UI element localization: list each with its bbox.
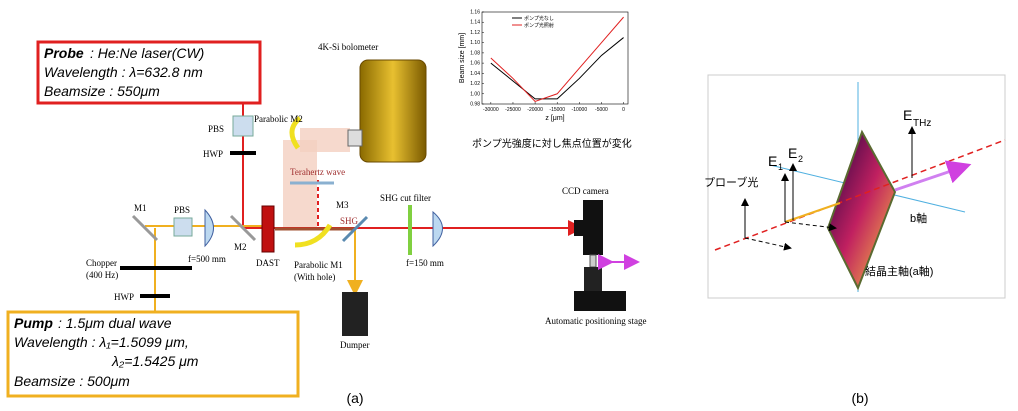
x-tick-label: -20000	[527, 107, 543, 113]
label: (With hole)	[294, 272, 335, 282]
label: DAST	[256, 258, 280, 268]
y-tick-label: 1.00	[470, 91, 480, 97]
x-axis-label: z [μm]	[545, 115, 564, 122]
y-tick-label: 1.06	[470, 61, 480, 67]
x-tick-label: 0	[622, 107, 625, 113]
label: M2	[234, 242, 247, 252]
lens	[433, 212, 443, 246]
label: PBS	[208, 124, 224, 134]
y-tick-label: 1.12	[470, 30, 480, 36]
label: 1	[778, 162, 783, 172]
caption: (b)	[851, 390, 868, 406]
y-axis-label: Beam size [mm]	[459, 33, 466, 83]
x-tick-label: -10000	[572, 107, 588, 113]
label: Dumper	[340, 340, 370, 350]
ccd	[583, 200, 603, 255]
label: PBS	[174, 205, 190, 215]
label: f=150 mm	[406, 258, 444, 268]
lens	[205, 210, 214, 246]
probe-text: : He:Ne laser(CW)	[90, 45, 204, 61]
stage-post	[590, 255, 596, 267]
x-tick-label: -5000	[595, 107, 608, 113]
label: M3	[336, 200, 349, 210]
figure: Probe : He:Ne laser(CW) Wavelength : λ=6…	[0, 0, 1018, 411]
label: E	[768, 153, 777, 169]
label: E	[903, 107, 912, 123]
inset-caption: ポンプ光強度に対し焦点位置が変化	[472, 137, 632, 150]
pump-title: Pump	[14, 315, 53, 331]
label: SHG	[340, 216, 359, 226]
ccd	[574, 220, 584, 236]
label: b軸	[910, 211, 927, 225]
probe-text: Wavelength : λ=632.8 nm	[44, 64, 203, 80]
bolometer	[360, 60, 426, 162]
x-tick-label: -25000	[505, 107, 521, 113]
y-tick-label: 1.02	[470, 81, 480, 87]
label: 2	[798, 154, 803, 164]
bolometer-window	[348, 130, 362, 146]
pbs	[174, 218, 192, 236]
mirror	[133, 216, 157, 240]
label: 4K-Si bolometer	[318, 42, 378, 52]
pump-text: Beamsize : 500μm	[14, 373, 130, 389]
legend-label: ポンプ光なし	[524, 15, 554, 22]
y-tick-label: 1.04	[470, 71, 480, 77]
legend-label: ポンプ光照射	[524, 22, 554, 29]
label: Parabolic M2	[254, 114, 303, 124]
probe-title: Probe	[44, 45, 84, 61]
pbs	[233, 116, 253, 136]
label: M1	[134, 203, 147, 213]
label: Automatic positioning stage	[545, 316, 647, 326]
y-tick-label: 1.08	[470, 50, 480, 56]
caption: (a)	[346, 390, 363, 406]
label: THz	[913, 118, 931, 129]
thz-beam	[283, 140, 317, 230]
y-tick-label: 0.98	[470, 102, 480, 108]
x-tick-label: -30000	[483, 107, 499, 113]
pump-text: λ₂=1.5425 μm	[111, 353, 199, 369]
label: f=500 mm	[188, 254, 226, 264]
dast	[262, 206, 274, 252]
dumper	[342, 292, 368, 336]
y-tick-label: 1.10	[470, 40, 480, 46]
stage-post	[584, 267, 602, 291]
label: 結晶主軸(a軸)	[865, 264, 933, 278]
panel-b: E THz E 1 E 2 プローブ光 b軸 結晶主軸(a軸)	[704, 75, 1005, 298]
label: Terahertz wave	[290, 167, 345, 177]
label: プローブ光	[704, 175, 758, 189]
label: SHG cut filter	[380, 193, 431, 203]
label: Parabolic M1	[294, 260, 343, 270]
y-tick-label: 1.16	[470, 10, 480, 16]
plot-area	[482, 12, 628, 104]
thz-beam	[300, 128, 350, 152]
label: E	[788, 145, 797, 161]
label: HWP	[203, 149, 223, 159]
label: (400 Hz)	[86, 270, 118, 280]
label: HWP	[114, 292, 134, 302]
stage	[574, 291, 626, 311]
y-tick-label: 1.14	[470, 20, 480, 26]
pump-text: Wavelength : λ₁=1.5099 μm,	[14, 334, 189, 350]
pump-text: : 1.5μm dual wave	[58, 315, 172, 331]
setup: Probe : He:Ne laser(CW) Wavelength : λ=6…	[8, 10, 647, 397]
inset-chart: 0.98 1.00 1.02 1.04 1.06 1.08 1.10 1.12 1.14 1.16…	[459, 10, 628, 123]
x-tick-label: -15000	[549, 107, 565, 113]
label: Chopper	[86, 258, 117, 268]
label: CCD camera	[562, 186, 609, 196]
probe-text: Beamsize : 550μm	[44, 83, 160, 99]
